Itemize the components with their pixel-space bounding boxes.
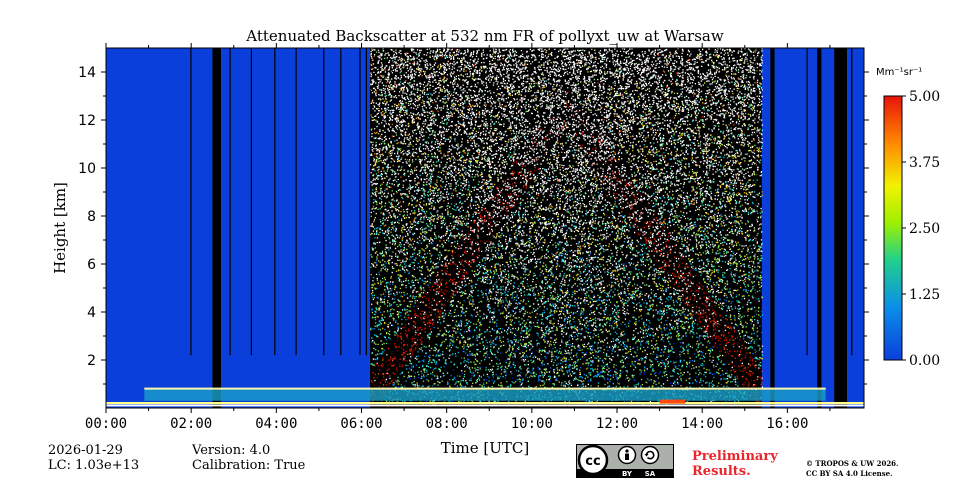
- svg-text:cc: cc: [585, 454, 600, 469]
- copyright-line-1: © TROPOS & UW 2026.: [806, 459, 899, 468]
- surface-hotspot: [659, 399, 686, 404]
- y-tick-label: 12: [78, 113, 96, 129]
- version-text: Version: 4.0: [192, 443, 271, 458]
- copyright-line-2: CC BY SA 4.0 License.: [806, 469, 893, 478]
- no-data-column: [834, 48, 847, 408]
- thin-gap-line: [229, 48, 231, 356]
- colorbar-unit-label: Mm⁻¹sr⁻¹: [876, 67, 922, 78]
- x-tick-label: 04:00: [255, 416, 297, 432]
- chart-title: Attenuated Backscatter at 532 nm FR of p…: [245, 27, 724, 45]
- preliminary-line-2: Results.: [692, 464, 751, 479]
- no-data-column: [770, 48, 775, 408]
- y-tick-label: 6: [87, 257, 96, 273]
- x-axis-label: Time [UTC]: [441, 439, 530, 457]
- plot-frame: [105, 47, 865, 409]
- badge-by-label: BY: [622, 470, 633, 478]
- y-tick-label: 10: [78, 161, 96, 177]
- thin-gap-line: [359, 48, 361, 356]
- share-alike-icon: [640, 445, 660, 465]
- noise-white-points: [370, 48, 764, 404]
- cc-by-sa-badge: cc BY SA: [576, 444, 674, 478]
- thin-gap-line: [365, 48, 367, 356]
- x-tick-label: 02:00: [170, 416, 212, 432]
- colorbar-tick-label: 2.50: [909, 221, 940, 237]
- colorbar-tick-label: 1.25: [909, 287, 940, 303]
- colorbar-ticks: 0.00 1.25 2.50 3.75 5.00: [902, 89, 940, 369]
- x-tick-label: 12:00: [596, 416, 638, 432]
- creative-commons-icon: cc: [577, 444, 609, 476]
- surface-layer-line: [106, 402, 864, 404]
- boundary-layer-body: [144, 389, 826, 401]
- x-tick-label: 14:00: [681, 416, 723, 432]
- thin-gap-line: [755, 48, 757, 356]
- plot-area: [106, 48, 864, 408]
- preliminary-results-note: Preliminary Results.: [692, 449, 778, 479]
- no-data-column: [212, 48, 221, 408]
- attribution-icon: [617, 445, 637, 465]
- preliminary-line-1: Preliminary: [692, 449, 778, 464]
- thin-gap-line: [250, 48, 252, 356]
- colorbar: [883, 95, 903, 361]
- thin-gap-line: [340, 48, 342, 356]
- copyright-license: © TROPOS & UW 2026. CC BY SA 4.0 License…: [806, 459, 899, 479]
- colorbar-tick-label: 3.75: [909, 155, 940, 171]
- no-data-column: [817, 48, 822, 408]
- x-tick-label: 06:00: [340, 416, 382, 432]
- thin-gap-line: [806, 48, 808, 356]
- thin-gap-line: [295, 48, 297, 356]
- thin-gap-line: [323, 48, 325, 356]
- noise-region: [370, 48, 764, 408]
- thin-gap-line: [190, 48, 192, 356]
- x-tick-label: 08:00: [426, 416, 468, 432]
- boundary-layer-top: [144, 387, 826, 390]
- y-tick-label: 4: [87, 305, 96, 321]
- x-tick-label: 10:00: [511, 416, 553, 432]
- x-tick-label: 00:00: [85, 416, 127, 432]
- ground-layer-line: [106, 404, 864, 407]
- x-axis: 00:00 02:00 04:00 06:00 08:00 10:00 12:00 14:00…: [85, 43, 831, 432]
- calibration-text: Calibration: True: [192, 458, 306, 473]
- thin-gap-line: [851, 48, 853, 356]
- colorbar-tick-label: 0.00: [909, 353, 940, 369]
- x-tick-label: 16:00: [766, 416, 808, 432]
- y-tick-label: 2: [87, 353, 96, 369]
- date-text: 2026-01-29: [48, 443, 123, 458]
- lc-text: LC: 1.03e+13: [48, 458, 140, 473]
- boundary-layer: [106, 387, 864, 407]
- no-data-columns: [190, 48, 853, 408]
- thin-gap-line: [274, 48, 276, 356]
- y-axis-label: Height [km]: [51, 182, 69, 274]
- colorbar-tick-label: 5.00: [909, 89, 940, 105]
- y-tick-label: 8: [87, 209, 96, 225]
- badge-sa-label: SA: [645, 470, 656, 478]
- y-tick-label: 14: [78, 65, 96, 81]
- y-axis: 2 4 6 8 10 12 14: [78, 65, 869, 385]
